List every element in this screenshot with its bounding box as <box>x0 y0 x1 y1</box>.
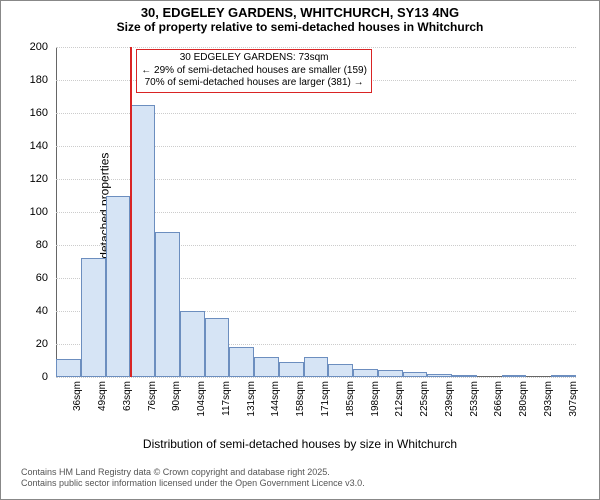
histogram-bar <box>452 375 477 377</box>
histogram-bar <box>56 359 81 377</box>
gridline <box>56 377 576 378</box>
gridline <box>56 47 576 48</box>
y-tick-label: 40 <box>8 305 48 317</box>
histogram-bar <box>130 105 155 377</box>
x-tick-label: 104sqm <box>196 381 207 417</box>
callout-box: 30 EDGELEY GARDENS: 73sqm← 29% of semi-d… <box>136 49 372 93</box>
x-tick-label: 280sqm <box>518 381 529 417</box>
y-tick-label: 60 <box>8 272 48 284</box>
y-tick-label: 80 <box>8 239 48 251</box>
footer-line2: Contains public sector information licen… <box>21 478 365 489</box>
histogram-bar <box>304 357 329 377</box>
histogram-bar <box>378 370 403 377</box>
x-tick-label: 131sqm <box>246 381 257 417</box>
histogram-bar <box>106 196 131 378</box>
histogram-bar <box>353 369 378 377</box>
x-tick-label: 117sqm <box>221 381 232 416</box>
marker-line <box>130 47 132 377</box>
title-main: 30, EDGELEY GARDENS, WHITCHURCH, SY13 4N… <box>1 5 599 20</box>
x-tick-label: 36sqm <box>72 381 83 411</box>
plot-area: 02040608010012014016018020036sqm49sqm63s… <box>56 47 576 377</box>
y-tick-label: 100 <box>8 206 48 218</box>
x-tick-label: 144sqm <box>270 381 281 417</box>
histogram-bar <box>229 347 254 377</box>
x-tick-label: 171sqm <box>320 381 331 417</box>
x-tick-label: 158sqm <box>295 381 306 417</box>
x-tick-label: 63sqm <box>122 381 133 411</box>
x-tick-label: 225sqm <box>419 381 430 417</box>
y-tick-label: 200 <box>8 41 48 53</box>
title-block: 30, EDGELEY GARDENS, WHITCHURCH, SY13 4N… <box>1 5 599 34</box>
footer: Contains HM Land Registry data © Crown c… <box>21 467 365 489</box>
y-tick-label: 0 <box>8 371 48 383</box>
title-sub: Size of property relative to semi-detach… <box>1 20 599 34</box>
x-tick-label: 76sqm <box>147 381 158 411</box>
histogram-bar <box>328 364 353 377</box>
histogram-bar <box>502 375 527 377</box>
x-tick-label: 239sqm <box>444 381 455 417</box>
callout-line1: 30 EDGELEY GARDENS: 73sqm <box>141 52 367 65</box>
x-tick-label: 253sqm <box>469 381 480 417</box>
histogram-bar <box>427 374 452 377</box>
y-tick-label: 120 <box>8 173 48 185</box>
callout-line2: ← 29% of semi-detached houses are smalle… <box>141 65 367 78</box>
histogram-bar <box>155 232 180 377</box>
histogram-bar <box>551 375 576 377</box>
x-tick-label: 185sqm <box>345 381 356 417</box>
callout-line3: 70% of semi-detached houses are larger (… <box>141 77 367 90</box>
y-tick-label: 160 <box>8 107 48 119</box>
x-tick-label: 307sqm <box>568 381 579 417</box>
histogram-bar <box>205 318 230 377</box>
x-tick-label: 212sqm <box>394 381 405 417</box>
x-tick-label: 266sqm <box>493 381 504 417</box>
x-tick-label: 293sqm <box>543 381 554 417</box>
x-tick-label: 90sqm <box>171 381 182 411</box>
y-tick-label: 140 <box>8 140 48 152</box>
y-tick-label: 180 <box>8 74 48 86</box>
histogram-bar <box>403 372 428 377</box>
footer-line1: Contains HM Land Registry data © Crown c… <box>21 467 365 478</box>
y-tick-label: 20 <box>8 338 48 350</box>
histogram-bar <box>81 258 106 377</box>
chart-container: 30, EDGELEY GARDENS, WHITCHURCH, SY13 4N… <box>0 0 600 500</box>
histogram-bar <box>279 362 304 377</box>
histogram-bar <box>180 311 205 377</box>
histogram-bar <box>254 357 279 377</box>
x-tick-label: 49sqm <box>97 381 108 411</box>
x-axis-label: Distribution of semi-detached houses by … <box>1 437 599 451</box>
x-tick-label: 198sqm <box>370 381 381 417</box>
